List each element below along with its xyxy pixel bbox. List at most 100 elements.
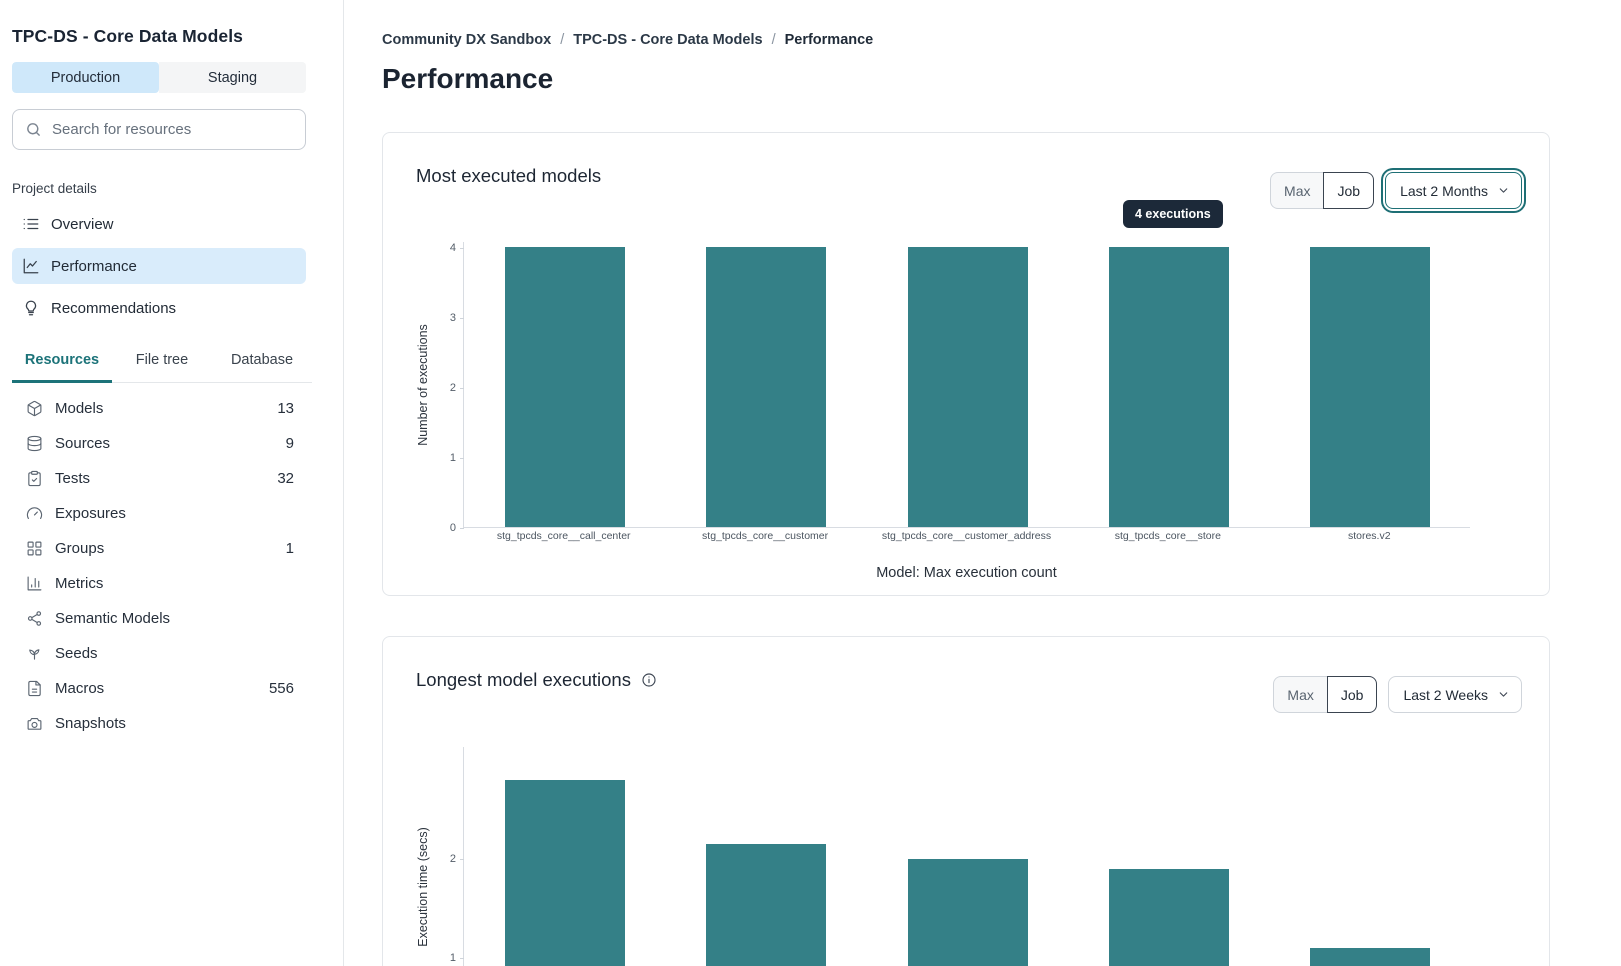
resource-count: 1	[285, 540, 294, 557]
chart-controls: Max Job Last 2 Weeks	[1273, 676, 1522, 713]
tab-staging[interactable]: Staging	[159, 62, 306, 93]
breadcrumb: Community DX Sandbox / TPC-DS - Core Dat…	[382, 32, 1551, 48]
tab-database[interactable]: Database	[230, 352, 294, 368]
tab-file-tree[interactable]: File tree	[135, 352, 189, 368]
bar-series-4[interactable]	[1310, 948, 1431, 966]
lightbulb-icon	[25, 300, 37, 316]
resource-row-metrics[interactable]: Metrics	[12, 566, 296, 601]
resource-row-sources[interactable]: Sources 9	[12, 426, 296, 461]
bar-stg_tpcds_core__call_center[interactable]	[504, 247, 625, 527]
resource-label: Seeds	[55, 645, 98, 662]
chevron-down-icon	[1499, 692, 1508, 697]
resource-row-semantic-models[interactable]: Semantic Models	[12, 601, 296, 636]
breadcrumb-project[interactable]: TPC-DS - Core Data Models	[573, 32, 763, 48]
resource-row-groups[interactable]: Groups 1	[12, 531, 296, 566]
resource-list: Models 13 Sources 9 Tests 32 Exposures Groups 1 M…	[12, 391, 296, 741]
resource-row-snapshots[interactable]: Snapshots	[12, 706, 296, 741]
job-toggle-button[interactable]: Job	[1326, 676, 1378, 713]
bar-series-1[interactable]	[706, 844, 827, 966]
project-title: TPC-DS - Core Data Models	[12, 26, 243, 46]
sprout-icon	[26, 645, 43, 662]
resource-row-models[interactable]: Models 13	[12, 391, 296, 426]
x-category-label: stg_tpcds_core__store	[1114, 530, 1221, 542]
resource-count: 32	[277, 470, 294, 487]
y-tick-label: 1	[449, 452, 456, 464]
y-tick-label: 3	[449, 312, 456, 324]
resource-row-seeds[interactable]: Seeds	[12, 636, 296, 671]
bar-stg_tpcds_core__store[interactable]	[1108, 247, 1229, 527]
time-range-value: Last 2 Weeks	[1403, 686, 1488, 703]
y-tick-label: 4	[449, 242, 456, 254]
sidebar-item-label: Overview	[51, 215, 114, 233]
y-tick-mark	[460, 318, 464, 319]
y-tick-mark	[460, 859, 464, 860]
breadcrumb-separator: /	[771, 32, 776, 48]
bar-stores.v2[interactable]	[1310, 247, 1431, 527]
main-content: Community DX Sandbox / TPC-DS - Core Dat…	[344, 0, 1621, 966]
breadcrumb-current: Performance	[784, 32, 874, 48]
x-category-label: stg_tpcds_core__call_center	[496, 530, 631, 542]
resource-row-macros[interactable]: Macros 556	[12, 671, 296, 706]
y-tick-mark	[460, 958, 464, 959]
y-tick-mark	[460, 248, 464, 249]
bar-chart-icon	[26, 575, 43, 592]
sidebar-item-overview[interactable]: Overview	[12, 206, 306, 242]
bar-stg_tpcds_core__customer[interactable]	[706, 247, 827, 527]
x-category-label: stg_tpcds_core__customer_address	[881, 530, 1052, 542]
time-range-dropdown[interactable]: Last 2 Weeks	[1388, 676, 1522, 713]
card-title: Most executed models	[416, 165, 602, 186]
sidebar-item-label: Recommendations	[51, 299, 177, 317]
time-range-dropdown[interactable]: Last 2 Months	[1385, 172, 1522, 209]
bar-series-3[interactable]	[1108, 868, 1229, 966]
bar-stg_tpcds_core__customer_address[interactable]	[907, 247, 1028, 527]
bar-series-0[interactable]	[504, 779, 625, 966]
job-toggle-button[interactable]: Job	[1323, 172, 1375, 209]
time-range-value: Last 2 Months	[1400, 182, 1488, 199]
resource-row-tests[interactable]: Tests 32	[12, 461, 296, 496]
resource-label: Groups	[55, 540, 105, 557]
clipboard-check-icon	[26, 470, 43, 487]
nodes-icon	[26, 610, 43, 627]
bar-series-2[interactable]	[907, 859, 1028, 966]
breadcrumb-separator: /	[560, 32, 565, 48]
tab-production[interactable]: Production	[12, 62, 159, 93]
y-tick-label: 2	[449, 382, 456, 394]
resource-label: Metrics	[55, 575, 104, 592]
most-executed-models-card: Most executed models Max Job Last 2 Mont…	[382, 132, 1550, 596]
y-tick-mark	[460, 388, 464, 389]
sidebar: TPC-DS - Core Data Models Production Sta…	[0, 0, 344, 966]
resource-label: Sources	[55, 435, 111, 452]
card-title: Longest model executions	[416, 669, 631, 690]
search-input[interactable]	[52, 121, 293, 138]
y-axis-title: Execution time (secs)	[416, 827, 430, 947]
breadcrumb-account[interactable]: Community DX Sandbox	[382, 32, 552, 48]
y-tick-label: 0	[449, 522, 456, 534]
cube-icon	[26, 400, 43, 417]
resource-label: Exposures	[55, 505, 126, 522]
resource-count: 13	[277, 400, 294, 417]
database-icon	[26, 435, 43, 452]
info-icon[interactable]	[641, 672, 657, 688]
resource-row-exposures[interactable]: Exposures	[12, 496, 296, 531]
chevron-down-icon	[1499, 188, 1508, 193]
sidebar-item-performance[interactable]: Performance	[12, 248, 306, 284]
y-tick-label: 2	[449, 853, 456, 865]
line-chart-icon	[23, 258, 39, 274]
tab-resources[interactable]: Resources	[12, 352, 112, 383]
chart-tooltip: 4 executions	[1123, 200, 1223, 228]
page-title: Performance	[382, 63, 554, 94]
y-tick-mark	[460, 528, 464, 529]
max-toggle-button[interactable]: Max	[1270, 172, 1324, 209]
grid-icon	[26, 540, 43, 557]
resource-count: 556	[268, 680, 294, 697]
max-job-toggle: Max Job	[1270, 172, 1375, 209]
sidebar-item-recommendations[interactable]: Recommendations	[12, 290, 306, 326]
y-tick-mark	[460, 458, 464, 459]
sidebar-item-label: Performance	[51, 257, 137, 275]
file-icon	[26, 680, 43, 697]
search-box[interactable]	[12, 109, 306, 150]
resource-label: Tests	[55, 470, 91, 487]
max-toggle-button[interactable]: Max	[1273, 676, 1327, 713]
